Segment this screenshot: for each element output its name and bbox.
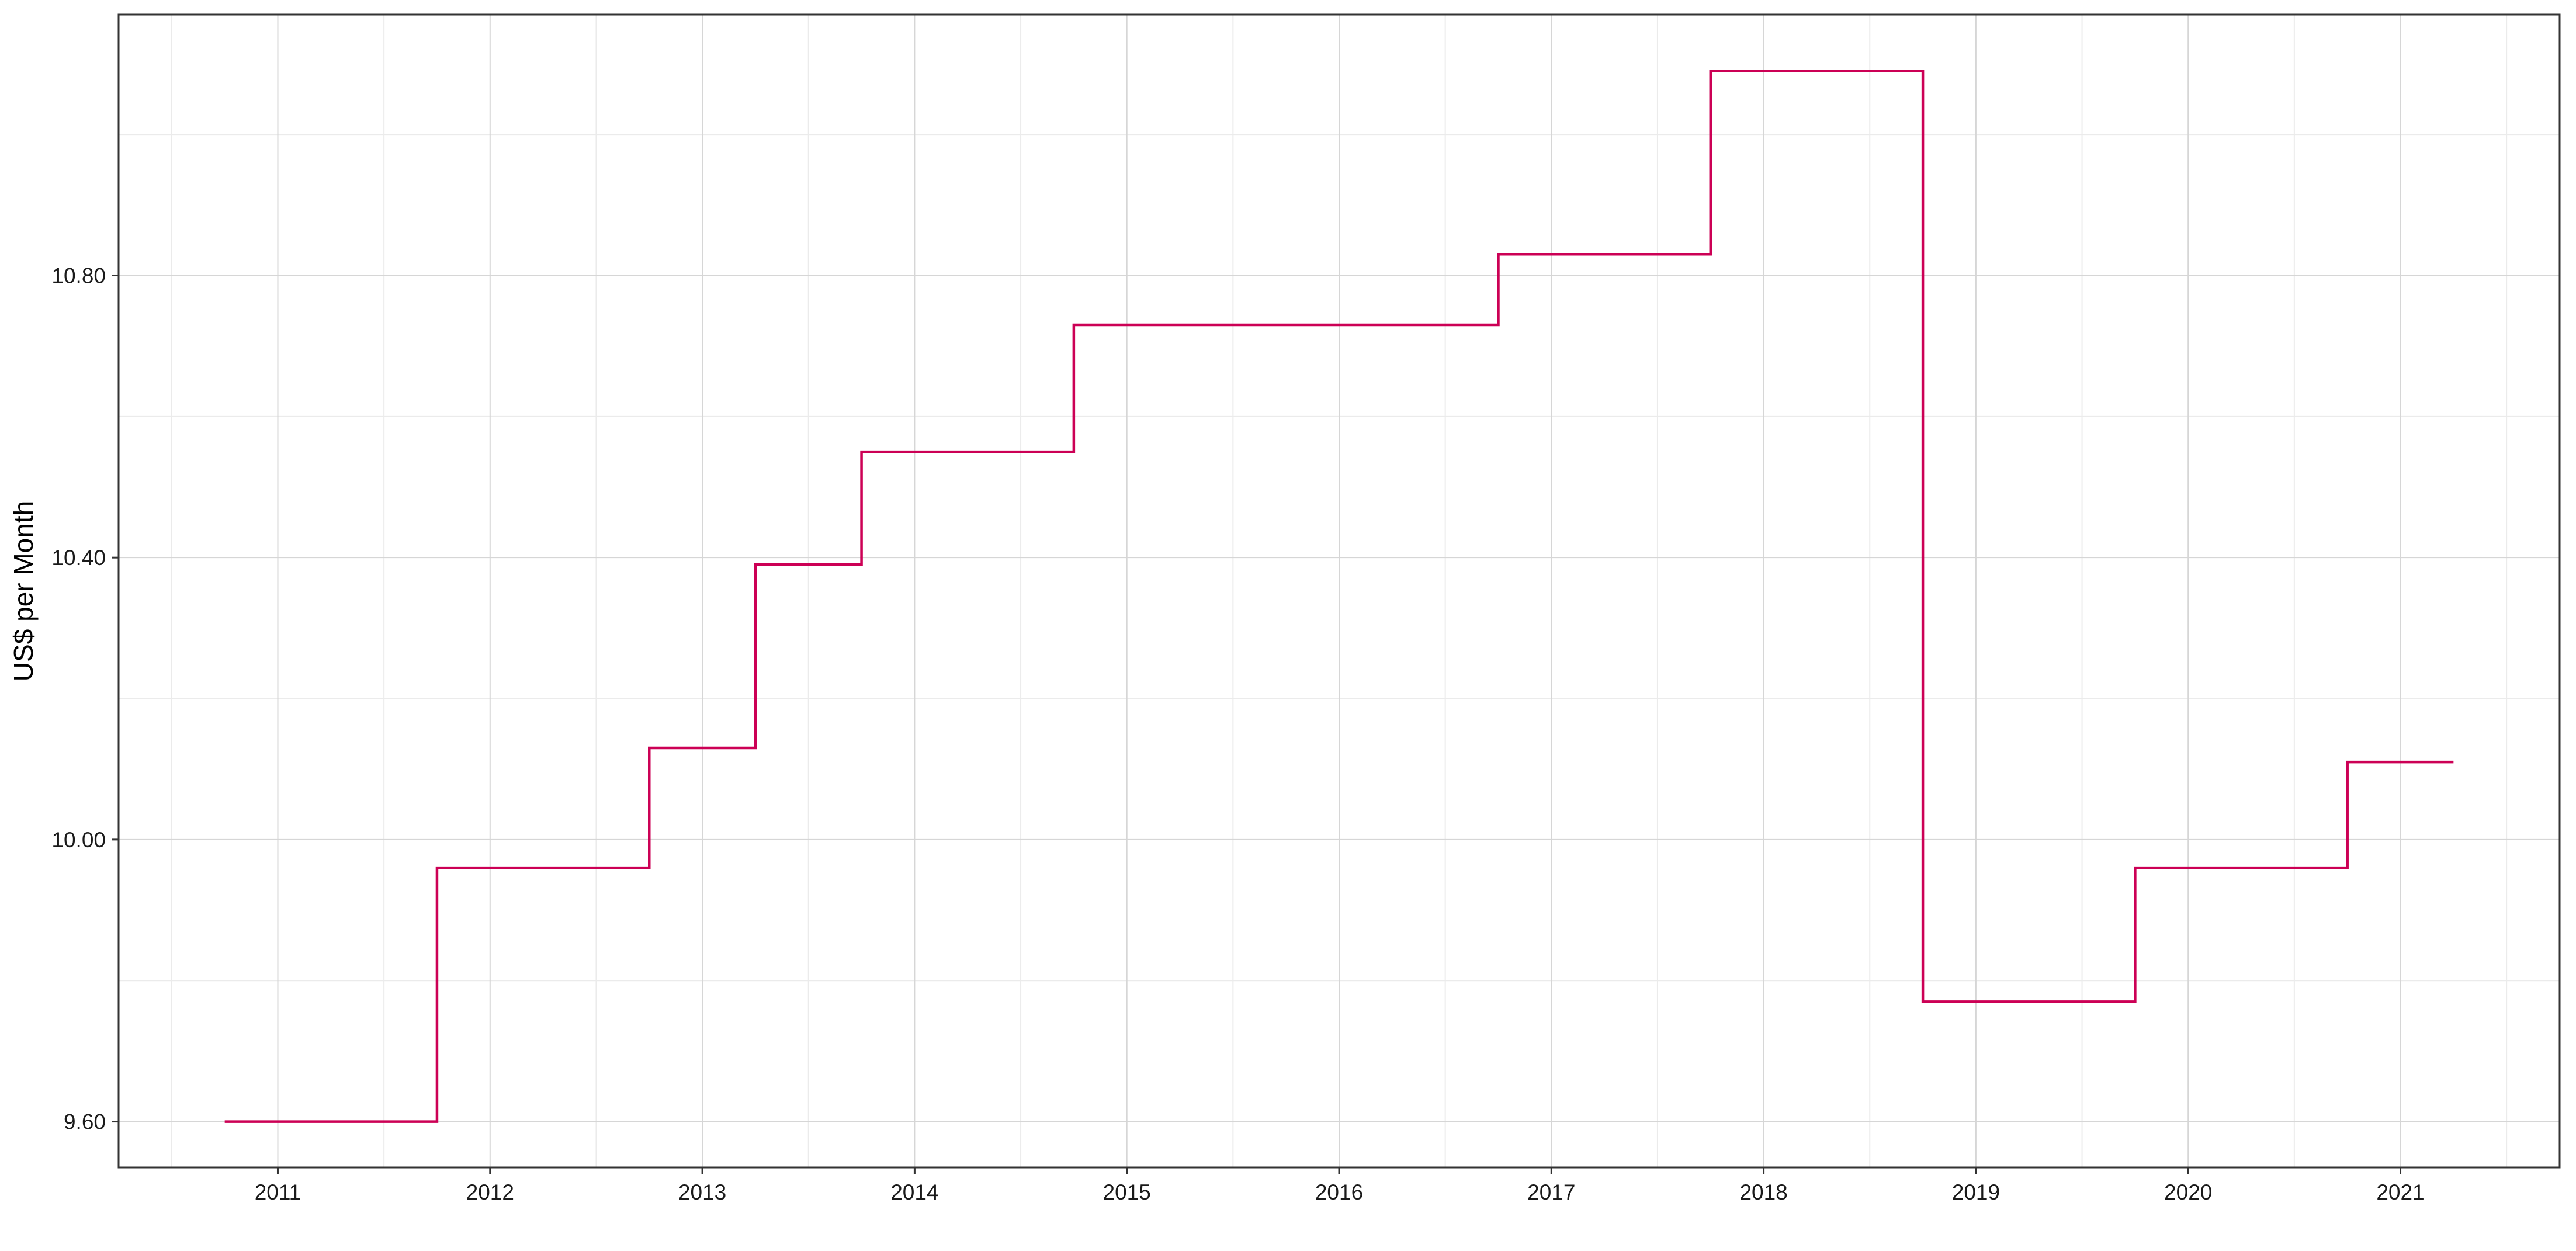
x-tick-label: 2019 (1952, 1180, 2000, 1204)
y-tick-label: 9.60 (64, 1110, 106, 1134)
x-axis: 2011 2012 2013 2014 2015 2016 2017 2018 2019 2020… (255, 1167, 2425, 1204)
x-tick-label: 2015 (1103, 1180, 1151, 1204)
x-tick-label: 2014 (890, 1180, 938, 1204)
x-tick-label: 2021 (2376, 1180, 2424, 1204)
x-tick-label: 2013 (678, 1180, 726, 1204)
series-layer (224, 70, 2454, 1123)
x-tick-label: 2020 (2164, 1180, 2212, 1204)
y-axis-title: US$ per Month (8, 501, 39, 681)
x-tick-label: 2018 (1739, 1180, 1787, 1204)
y-tick-label: 10.00 (51, 828, 106, 852)
x-tick-label: 2012 (466, 1180, 514, 1204)
y-axis: 9.60 10.00 10.40 10.80 (51, 264, 119, 1134)
x-tick-label: 2017 (1527, 1180, 1575, 1204)
y-tick-label: 10.40 (51, 546, 106, 570)
series-line (224, 70, 2454, 1123)
y-tick-label: 10.80 (51, 264, 106, 287)
x-tick-label: 2011 (255, 1180, 301, 1204)
x-tick-label: 2016 (1315, 1180, 1363, 1204)
major-gridlines (119, 15, 2560, 1167)
